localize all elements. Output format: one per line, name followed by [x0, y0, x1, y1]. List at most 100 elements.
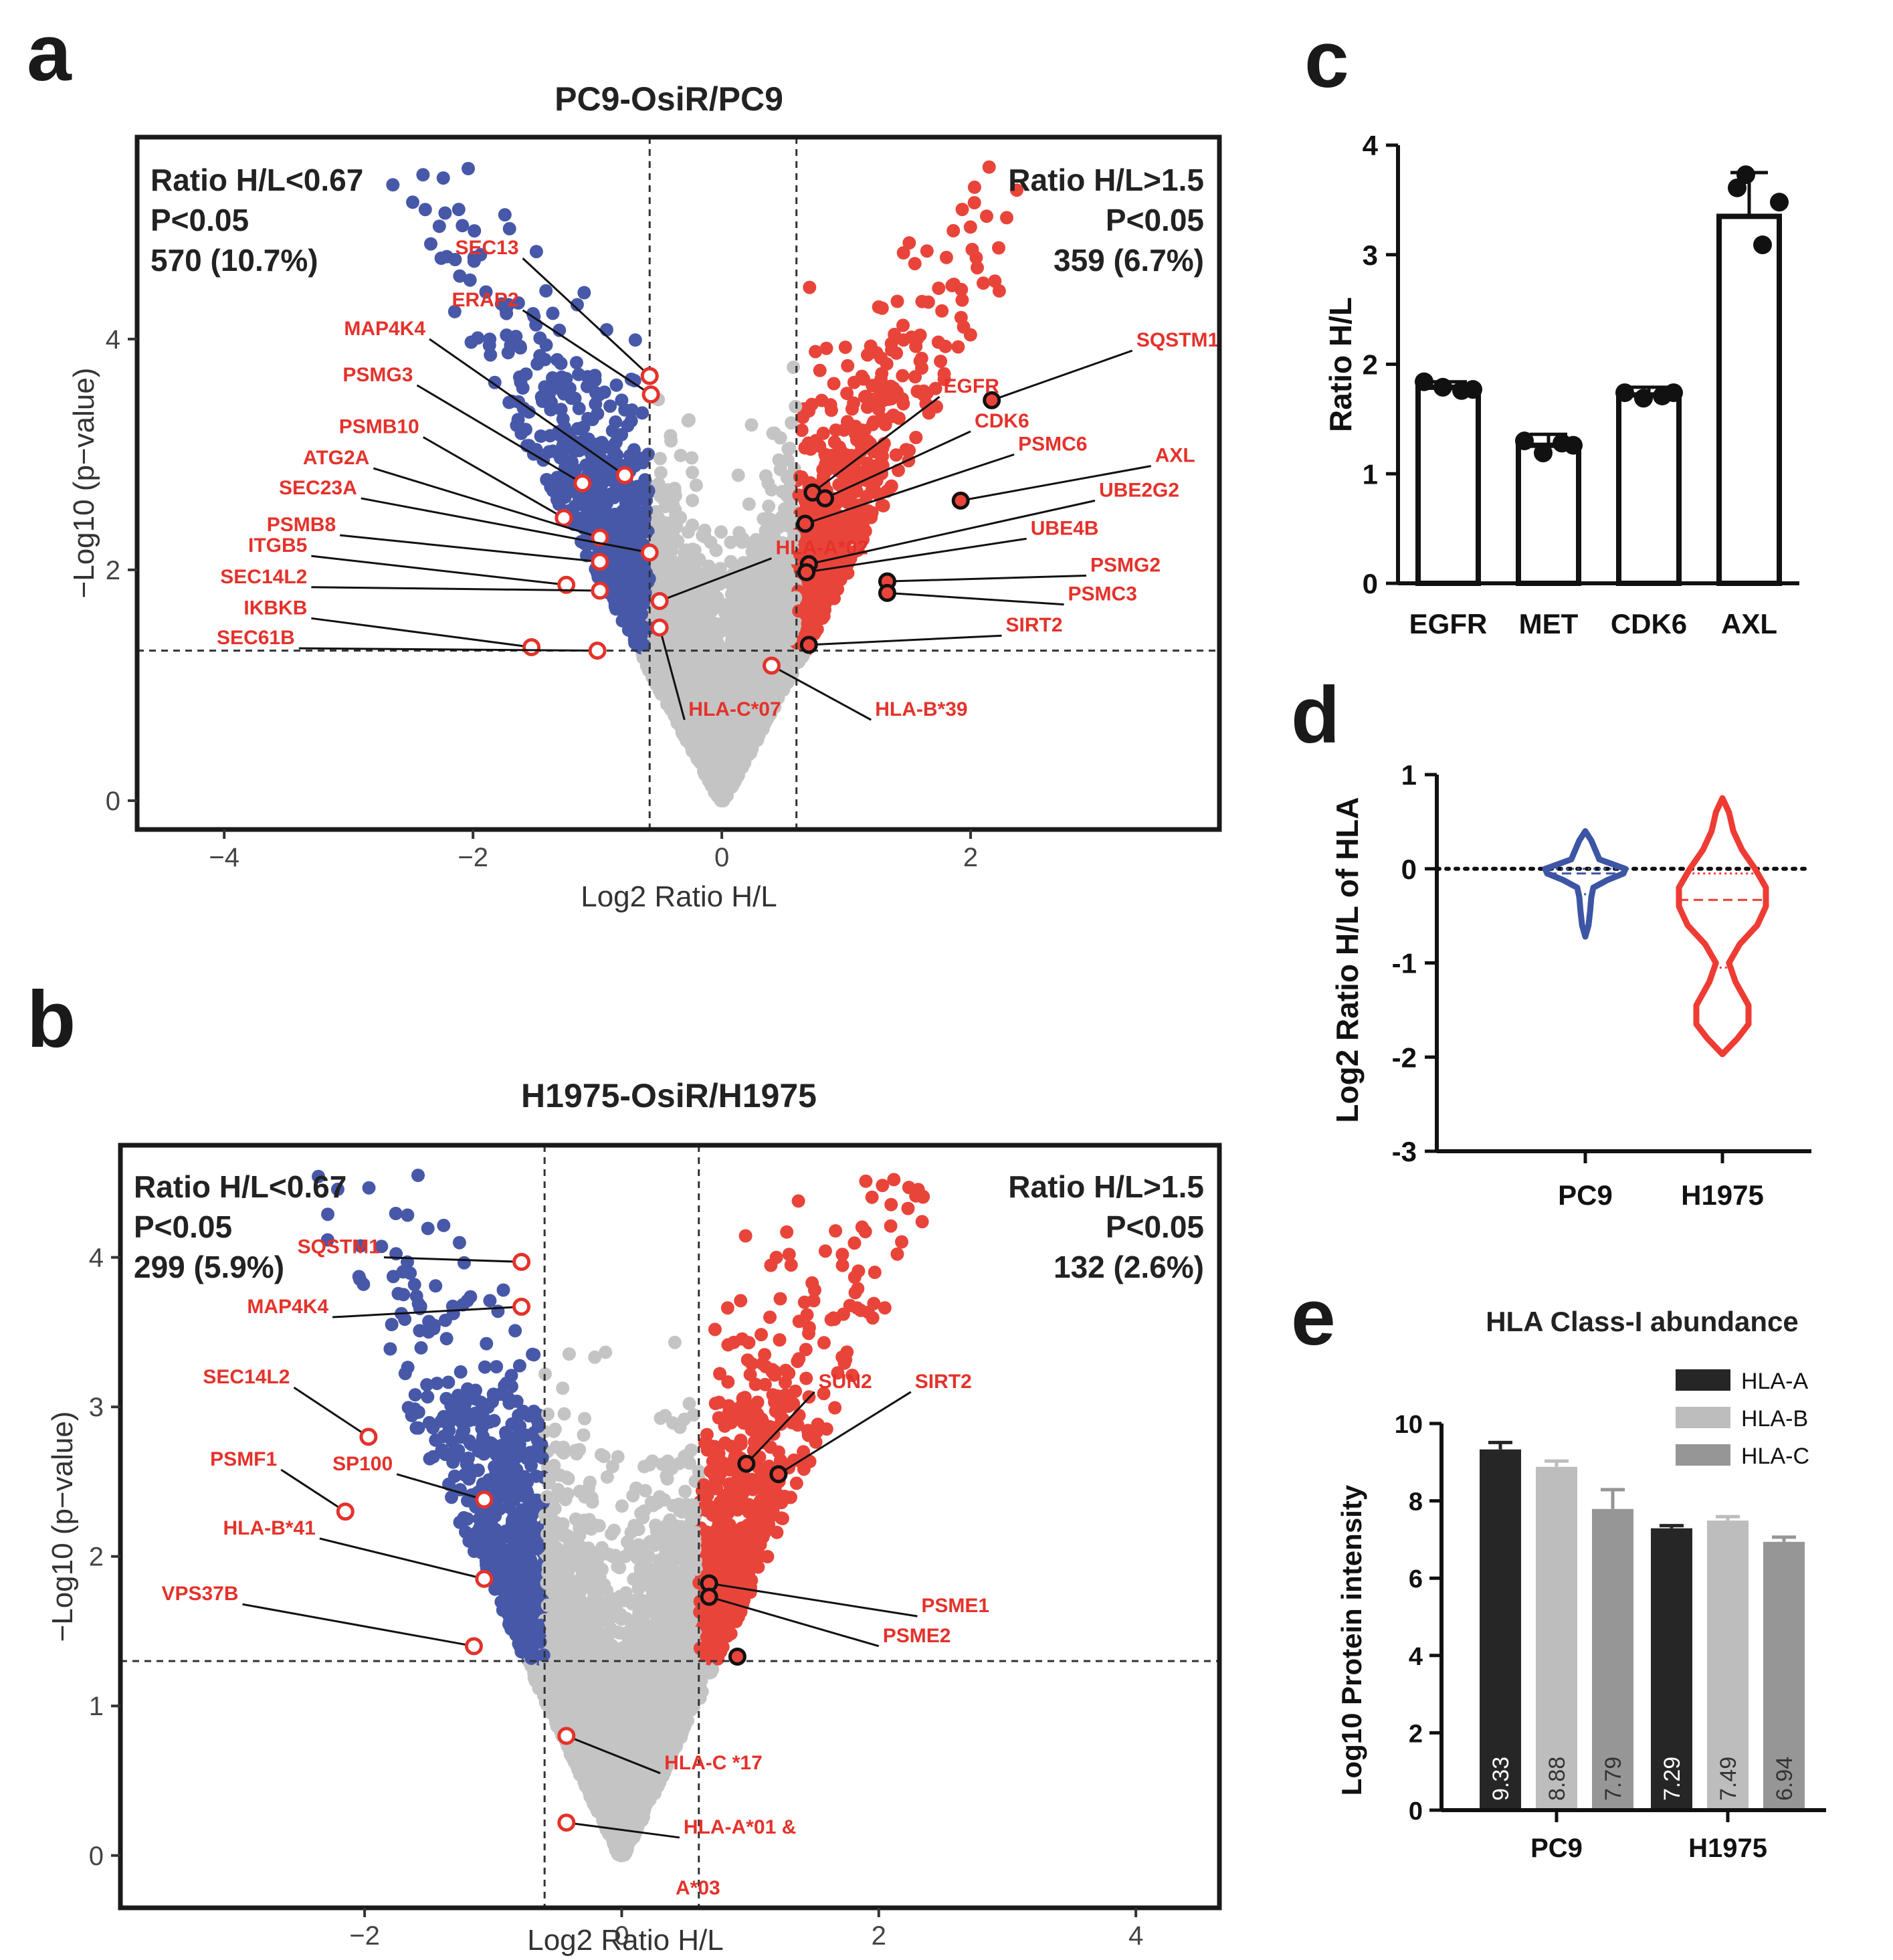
plot-a-right-text-2: P<0.05	[1106, 203, 1204, 237]
label-leader-line	[887, 575, 1087, 583]
gene-label: PSMG3	[342, 364, 413, 386]
data-point	[889, 448, 903, 462]
data-point	[901, 1201, 915, 1215]
data-point	[847, 375, 861, 389]
data-point	[783, 632, 797, 646]
data-point	[896, 369, 910, 383]
x-tick-label: −2	[458, 843, 488, 872]
data-point	[718, 606, 732, 620]
data-point	[977, 276, 990, 290]
gene-label: ATG2A	[303, 447, 369, 469]
highlighted-point	[799, 635, 818, 654]
data-point	[803, 280, 817, 294]
data-point	[761, 511, 775, 525]
data-point	[712, 746, 726, 760]
data-point	[982, 160, 996, 174]
data-point	[909, 431, 923, 444]
data-point	[432, 219, 446, 233]
data-point	[708, 654, 721, 668]
data-point	[841, 359, 855, 373]
data-point	[696, 629, 710, 644]
highlighted-point	[591, 581, 609, 600]
data-point	[736, 532, 750, 546]
data-point	[588, 373, 602, 387]
data-point	[689, 478, 703, 492]
highlighted-point	[522, 638, 541, 656]
data-point	[615, 427, 629, 442]
highlighted-point	[878, 583, 896, 602]
data-point	[603, 399, 617, 413]
data-point	[463, 273, 477, 287]
data-point	[734, 1294, 748, 1308]
data-point	[865, 459, 879, 473]
data-point	[887, 1173, 901, 1187]
gene-label: IKBKB	[243, 597, 307, 619]
data-point	[742, 497, 756, 511]
data-point	[724, 730, 738, 744]
data-point	[932, 281, 946, 295]
panel-letter-c: c	[1304, 15, 1349, 104]
data-point	[411, 1169, 425, 1182]
data-point	[757, 673, 771, 687]
data-point	[620, 549, 634, 563]
data-point	[690, 738, 704, 752]
data-point	[744, 418, 759, 432]
highlighted-point	[951, 491, 970, 510]
data-point	[670, 716, 684, 729]
data-point	[591, 490, 605, 504]
highlighted-point	[615, 466, 634, 484]
data-point	[815, 393, 829, 407]
data-point	[914, 351, 928, 365]
data-point	[829, 1224, 843, 1238]
highlighted-point	[641, 385, 660, 404]
data-point	[980, 209, 993, 223]
data-point	[406, 195, 419, 209]
data-point	[861, 434, 875, 448]
panel-letter-a: a	[27, 8, 72, 98]
data-point	[762, 499, 776, 513]
highlighted-point	[573, 474, 592, 492]
data-point	[967, 196, 981, 209]
data-point	[725, 758, 739, 772]
highlighted-point	[797, 563, 816, 581]
volcano-plot-a: PC9-OsiR/PC9 SEC13ERAP2MAP4K4PSMG3PSMB10…	[68, 80, 1222, 913]
data-point	[886, 408, 900, 422]
data-point	[609, 415, 623, 429]
data-point	[845, 520, 859, 534]
data-point	[955, 203, 969, 217]
data-point	[880, 357, 894, 371]
data-point	[698, 530, 712, 544]
data-point	[468, 224, 482, 238]
data-point	[385, 1318, 399, 1331]
data-point	[538, 380, 552, 394]
data-point	[809, 345, 823, 359]
data-point	[771, 564, 785, 578]
label-leader-line	[311, 617, 532, 648]
data-point	[859, 389, 873, 403]
data-point	[749, 565, 763, 579]
data-point	[775, 510, 789, 524]
data-point	[858, 524, 872, 538]
plot-a-left-text-2: P<0.05	[151, 203, 249, 237]
data-point	[793, 470, 807, 484]
data-point	[622, 593, 636, 607]
data-point	[581, 432, 595, 446]
data-point	[631, 522, 645, 536]
data-point	[796, 410, 810, 424]
data-point	[614, 508, 628, 522]
data-point	[827, 377, 841, 391]
data-point	[902, 236, 916, 250]
data-point	[418, 203, 432, 217]
label-leader-line	[887, 591, 1064, 606]
gene-label: EGFR	[944, 375, 1000, 397]
data-point	[615, 614, 629, 627]
data-point	[711, 770, 725, 784]
data-point	[689, 555, 703, 569]
y-tick-label: 0	[106, 787, 120, 816]
data-point	[685, 451, 699, 465]
data-point	[533, 331, 547, 345]
data-point	[436, 171, 450, 185]
data-point	[885, 343, 898, 357]
data-point	[534, 429, 548, 443]
data-point	[579, 549, 593, 563]
